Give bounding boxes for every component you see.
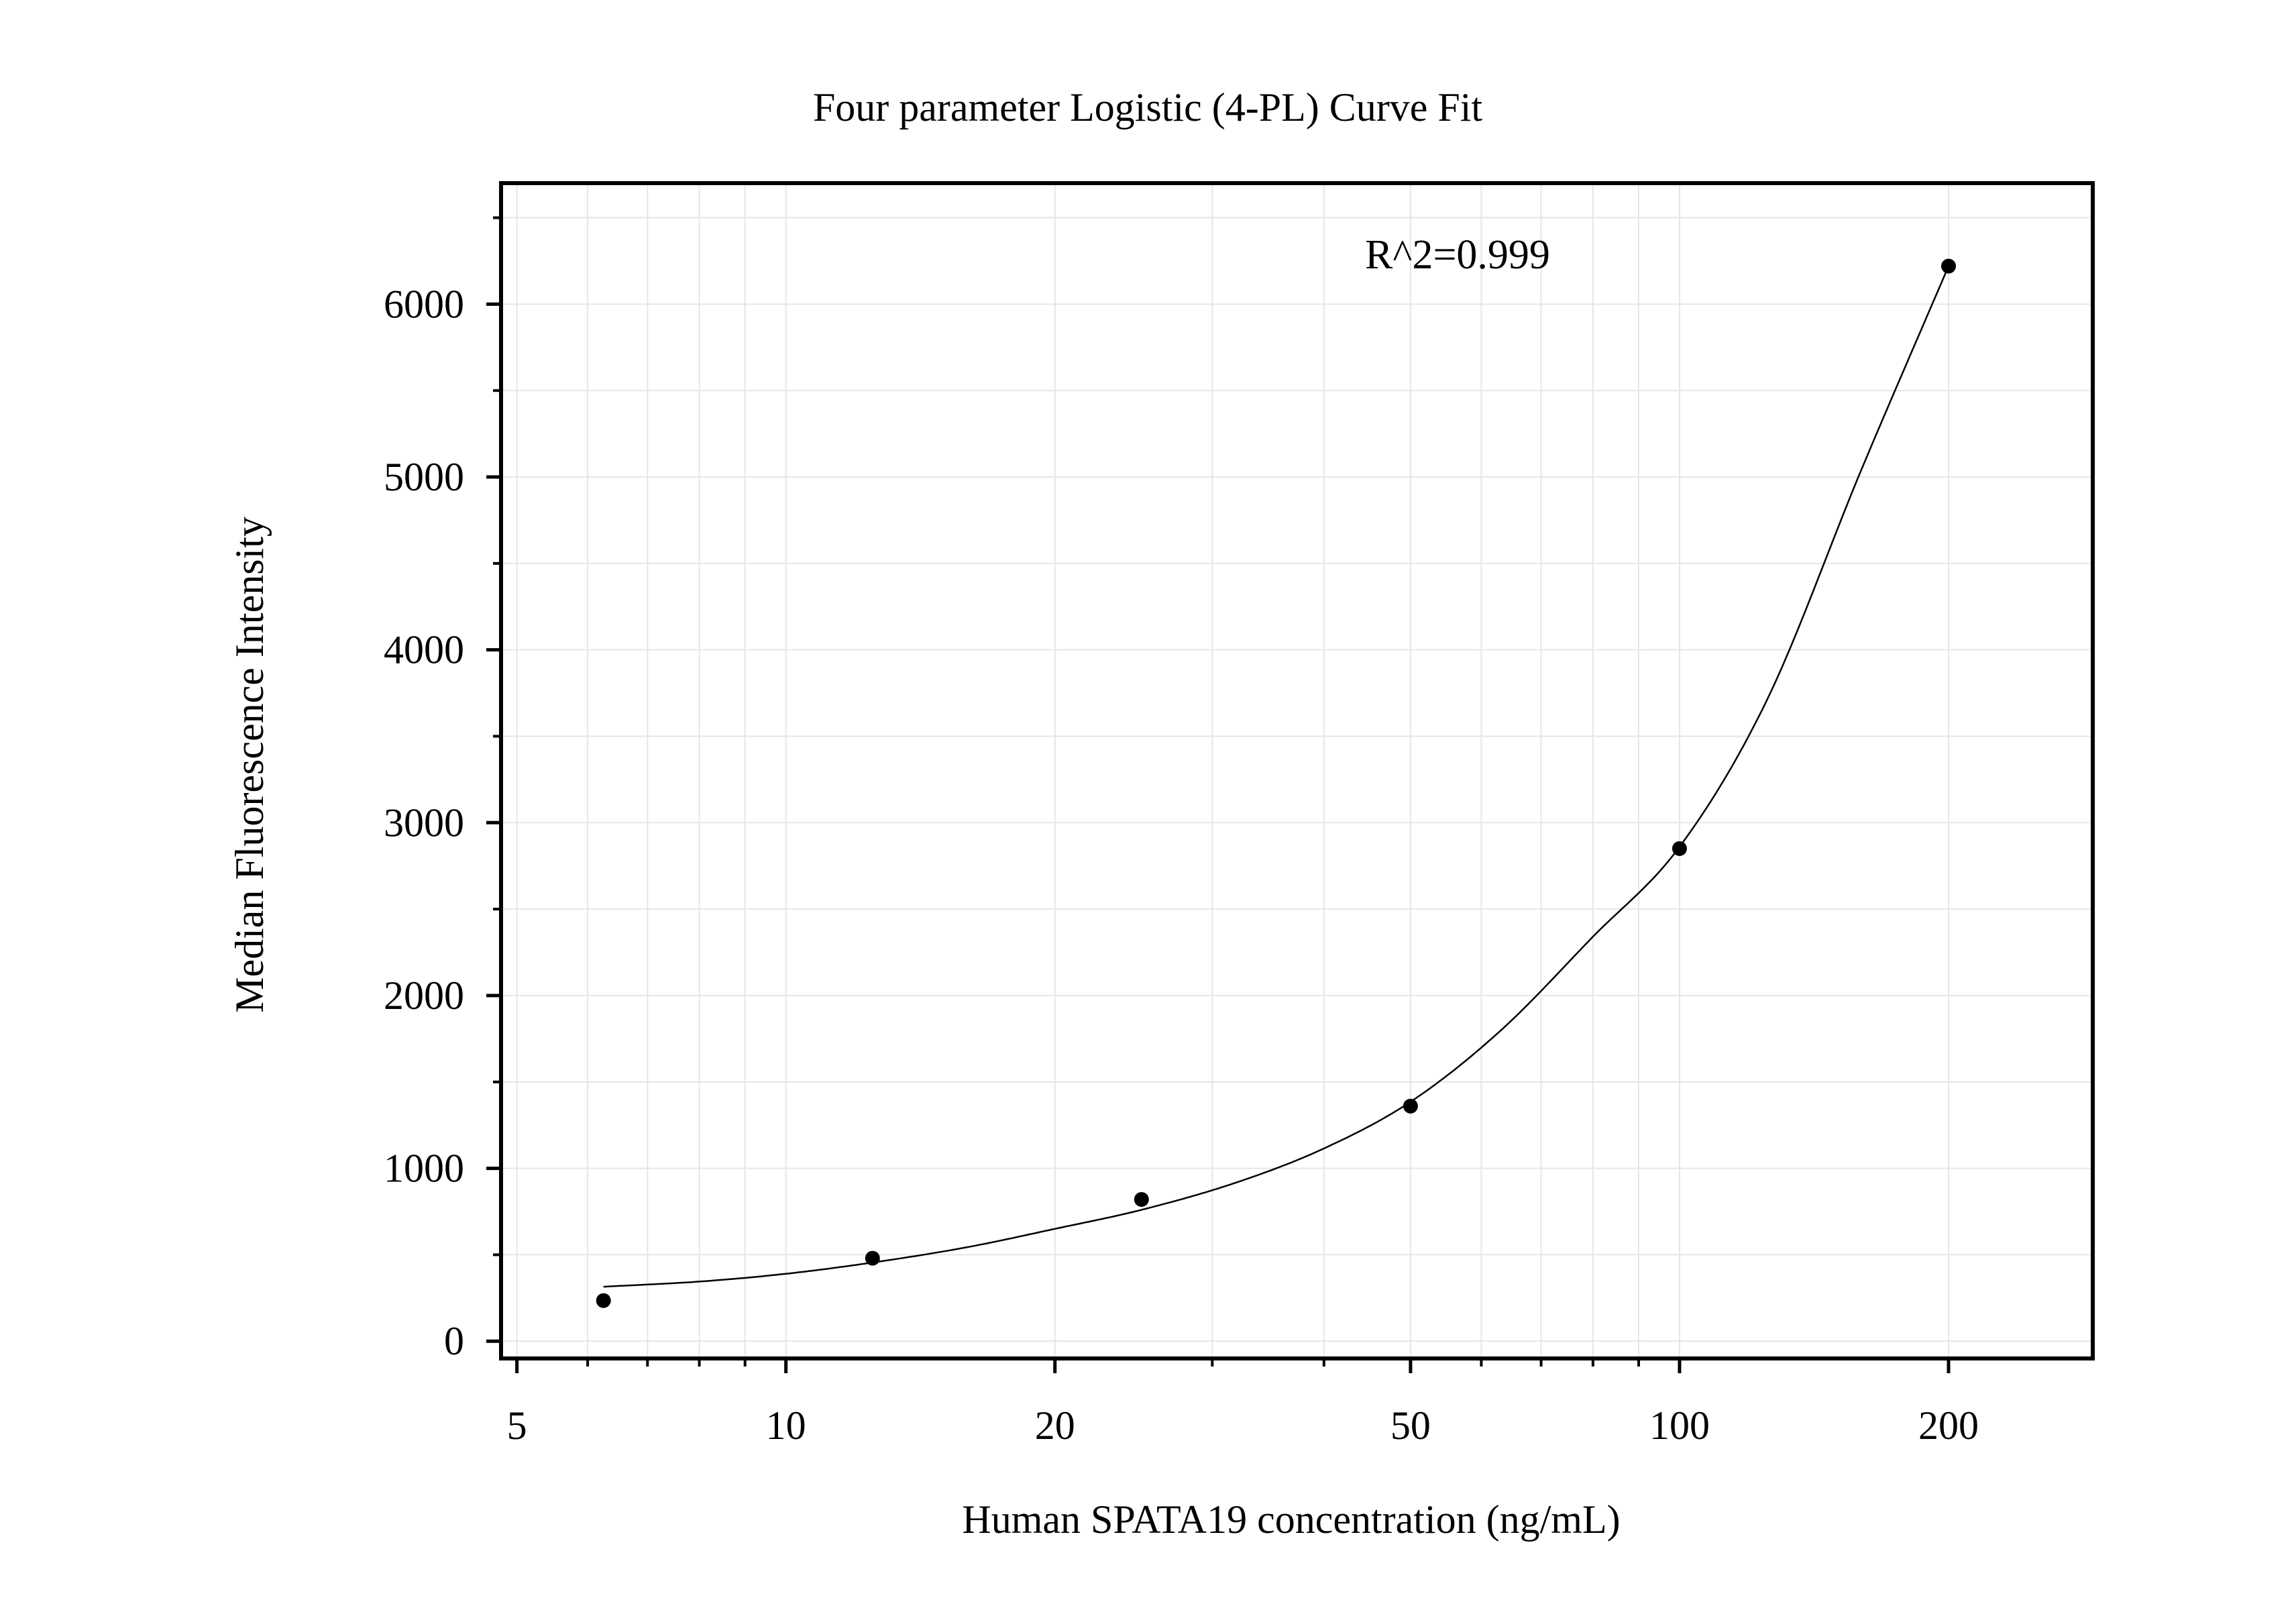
grid	[501, 183, 2093, 1358]
y-axis-label: Median Fluorescence Intensity	[227, 517, 272, 1013]
x-axis-ticks: 5 10 20 50 100 200	[507, 1358, 1979, 1448]
y-tick-label: 2000	[384, 973, 464, 1018]
r-squared-annotation: R^2=0.999	[1365, 232, 1550, 278]
x-tick-label: 10	[766, 1403, 806, 1448]
fit-curve-layer	[603, 266, 1950, 1288]
data-point	[596, 1293, 611, 1308]
x-tick-label: 100	[1649, 1403, 1710, 1448]
y-tick-label: 0	[444, 1319, 464, 1363]
data-point	[1672, 841, 1687, 856]
x-tick-label: 5	[507, 1403, 527, 1448]
x-tick-label: 200	[1918, 1403, 1979, 1448]
data-points	[596, 258, 1957, 1308]
fit-curve	[603, 266, 1950, 1288]
x-tick-label: 50	[1390, 1403, 1431, 1448]
chart-title: Four parameter Logistic (4-PL) Curve Fit	[813, 85, 1482, 129]
data-point	[1941, 258, 1957, 274]
y-axis-ticks: 0 1000 2000 3000 4000 5000 6000	[384, 216, 501, 1363]
x-tick-label: 20	[1035, 1403, 1075, 1448]
y-tick-label: 3000	[384, 800, 464, 845]
plot-frame	[499, 181, 2095, 1360]
y-tick-label: 6000	[384, 282, 464, 326]
data-point	[865, 1250, 880, 1266]
data-point	[1403, 1098, 1418, 1114]
y-tick-label: 1000	[384, 1146, 464, 1191]
data-point	[1134, 1191, 1149, 1207]
y-tick-label: 5000	[384, 455, 464, 499]
y-tick-label: 4000	[384, 628, 464, 672]
x-axis-label: Human SPATA19 concentration (ng/mL)	[962, 1497, 1620, 1542]
